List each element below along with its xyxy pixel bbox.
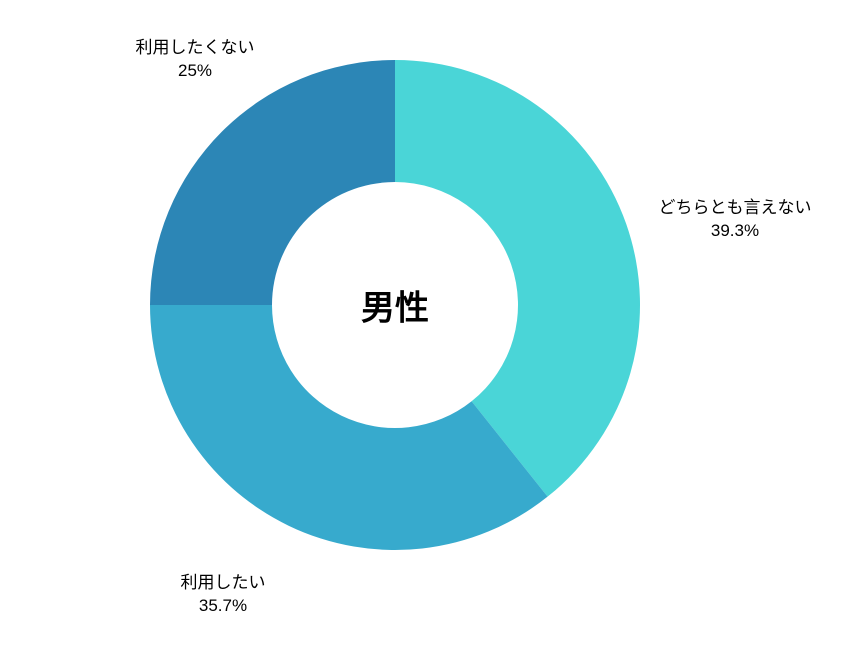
slice-label-0-pct: 39.3%: [659, 220, 812, 243]
slice-label-1-name: 利用したい: [181, 573, 266, 592]
slice-label-2: 利用したくない 25%: [136, 37, 255, 83]
donut-svg: [0, 0, 861, 646]
slice-label-2-pct: 25%: [136, 60, 255, 83]
donut-chart: 男性 どちらとも言えない 39.3% 利用したい 35.7% 利用したくない 2…: [0, 0, 861, 646]
chart-center-title: 男性: [361, 281, 429, 330]
slice-label-2-name: 利用したくない: [136, 38, 255, 57]
slice-label-1-pct: 35.7%: [181, 595, 266, 618]
slice-label-1: 利用したい 35.7%: [181, 572, 266, 618]
slice-label-0-name: どちらとも言えない: [659, 198, 812, 217]
slice-label-0: どちらとも言えない 39.3%: [659, 197, 812, 243]
